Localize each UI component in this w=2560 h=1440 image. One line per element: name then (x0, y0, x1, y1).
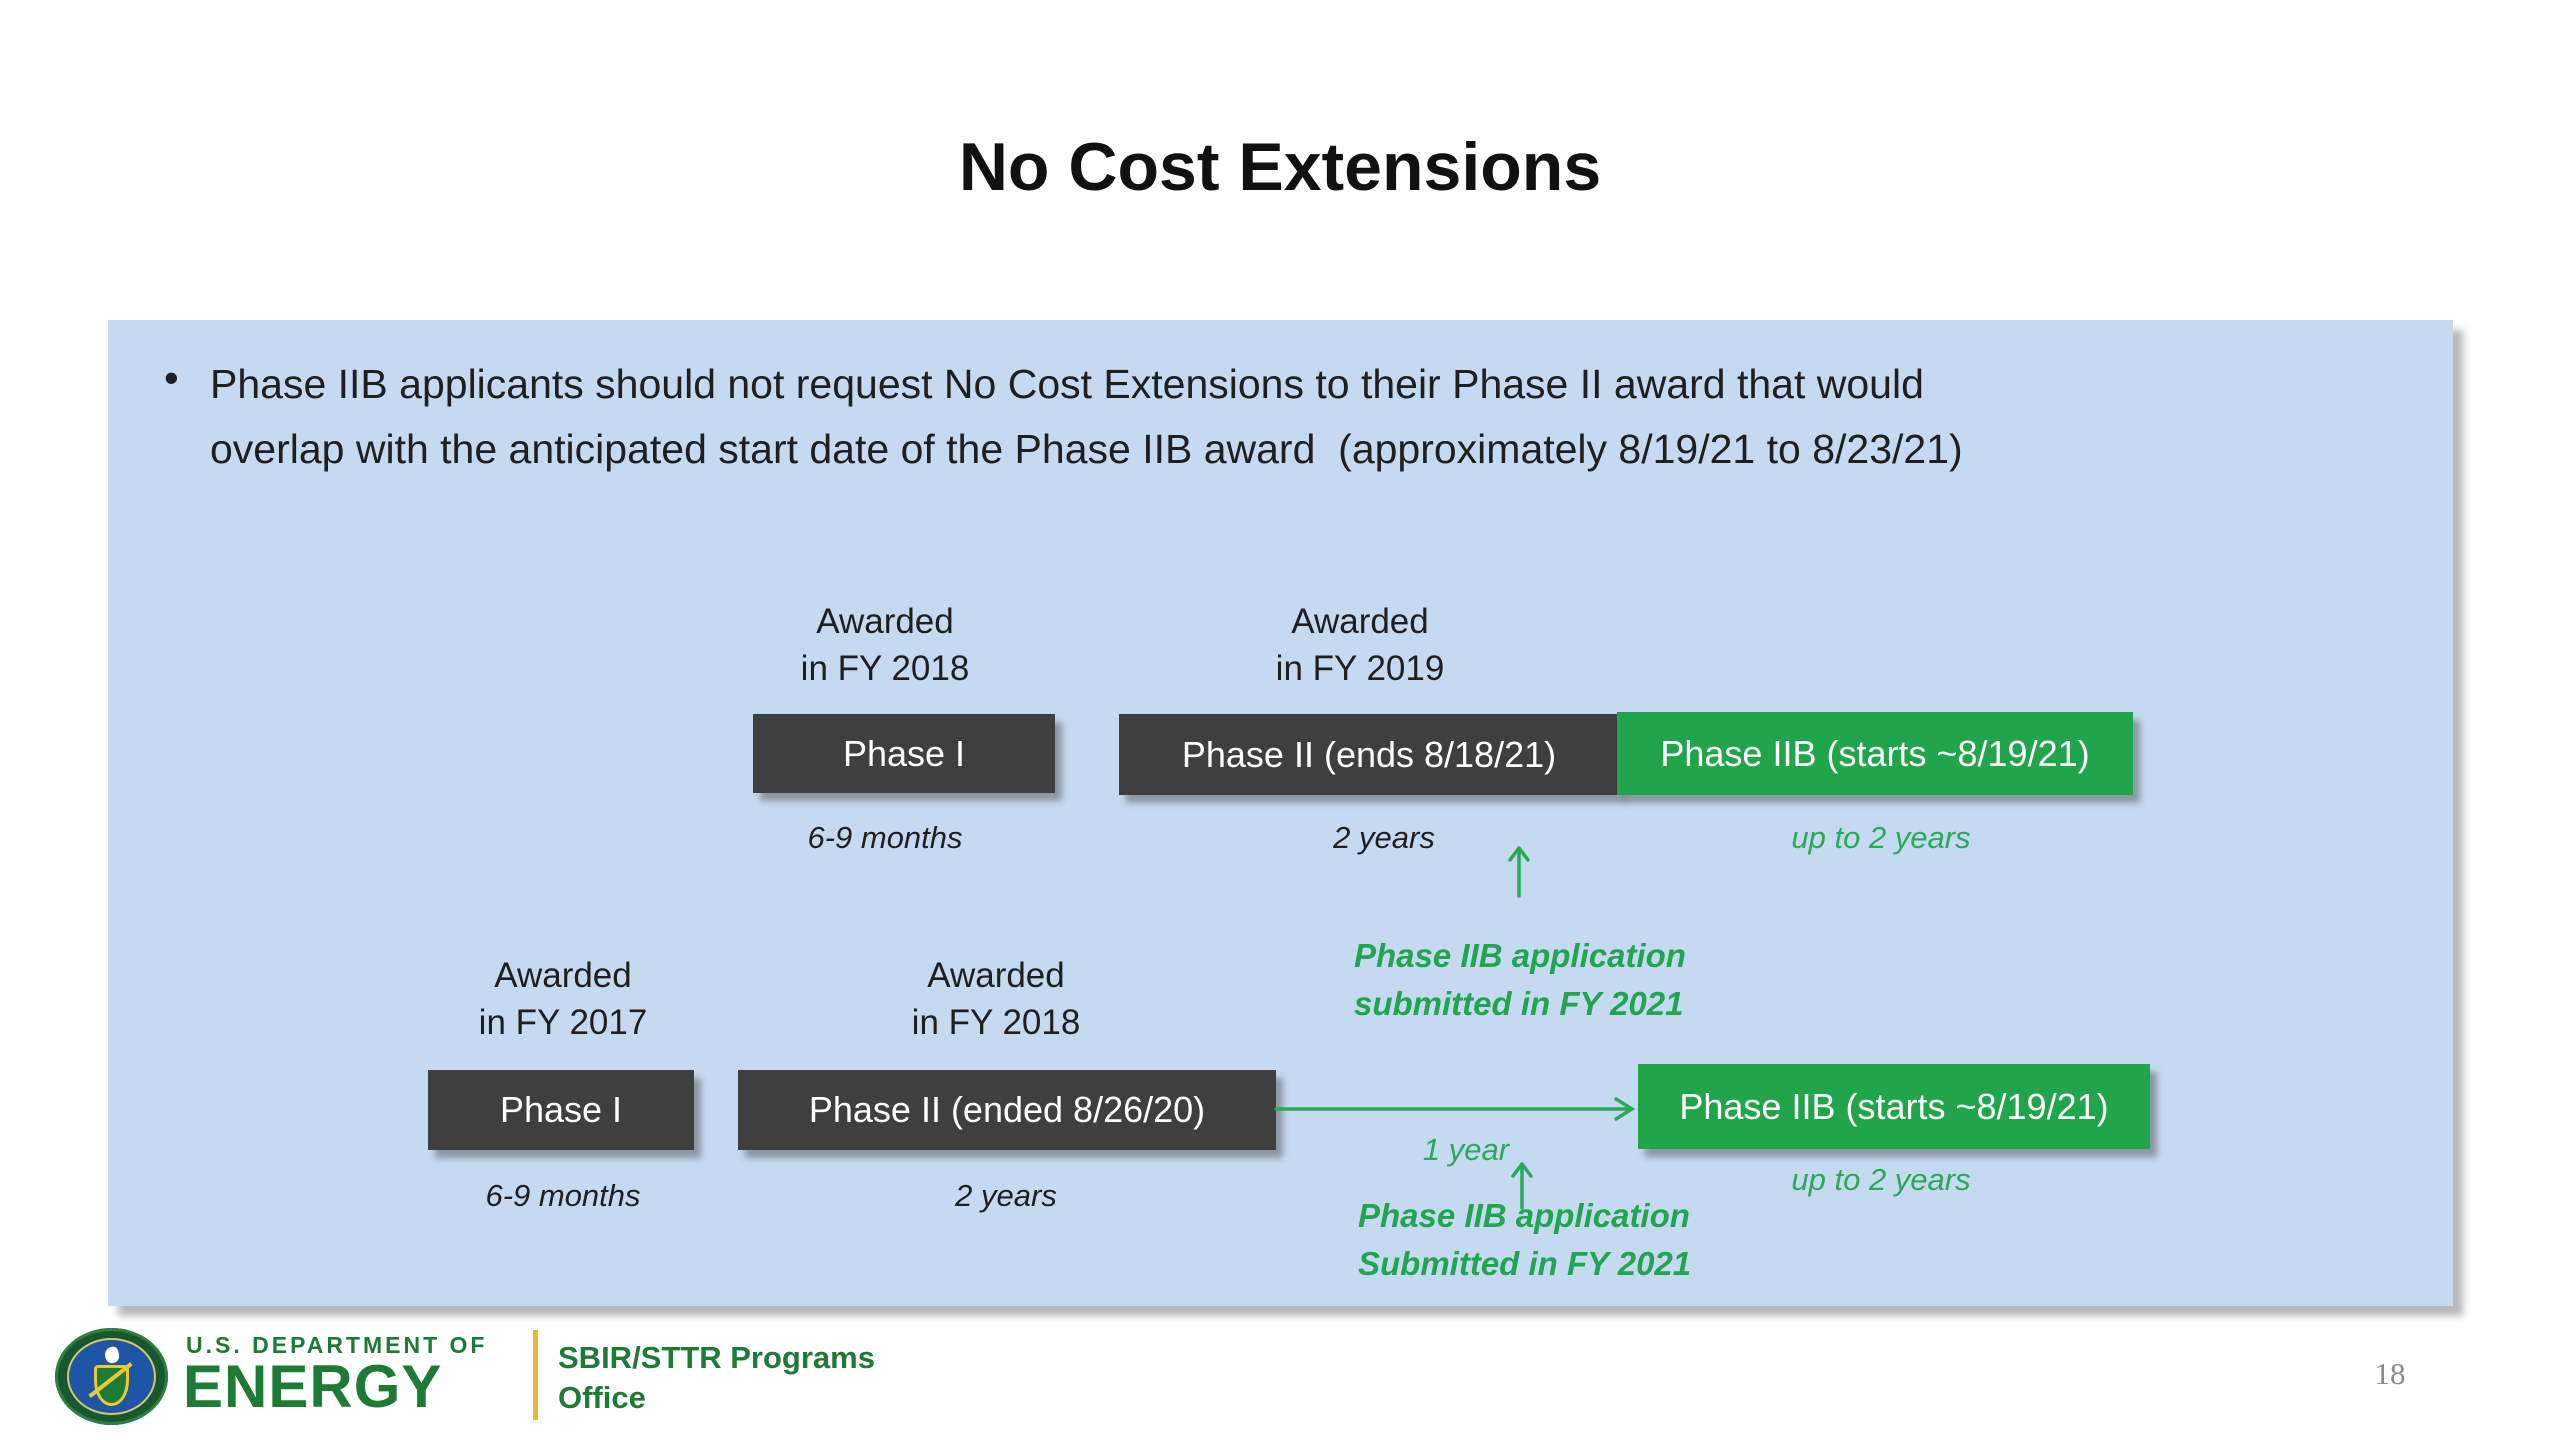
bottom-phase2-label: Phase II (ended 8/26/20) (808, 1089, 1206, 1130)
bullet-text: Phase IIB applicants should not request … (210, 361, 1963, 472)
content-panel: • Phase IIB applicants should not reques… (108, 320, 2453, 1306)
doe-seal-logo (55, 1328, 168, 1425)
doe-seal-eagle (103, 1345, 120, 1365)
bottom-phase1-label: Phase I (499, 1089, 623, 1130)
top-awarded-fy2019-label: Awarded in FY 2019 (1275, 602, 1445, 688)
bottom-phase2b-duration: up to 2 years (1791, 1162, 1971, 1197)
top-phase2b-label: Phase IIB (starts ~8/19/21) (1660, 732, 2090, 774)
bottom-gap-label: 1 year (1422, 1132, 1510, 1167)
page-title: No Cost Extensions (958, 129, 1602, 205)
bottom-annotation: Phase IIB application Submitted in FY 20… (1358, 1197, 1692, 1282)
bottom-phase2-bar: Phase II (ended 8/26/20) (738, 1070, 1276, 1150)
top-annotation: Phase IIB application submitted in FY 20… (1354, 937, 1686, 1022)
sbir-sttr-office-label: SBIR/STTR Programs Office (558, 1340, 875, 1415)
top-phase2-label: Phase II (ends 8/18/21) (1181, 733, 1557, 775)
up-arrow-icon (1508, 846, 1530, 898)
top-phase1-duration: 6-9 months (807, 820, 963, 855)
bullet-marker: • (164, 354, 179, 401)
top-awarded-fy2018-label: Awarded in FY 2018 (800, 602, 970, 688)
top-phase2-duration: 2 years (1333, 820, 1435, 855)
bottom-awarded-fy2017-label: Awarded in FY 2017 (478, 956, 648, 1042)
bottom-phase2-duration: 2 years (955, 1178, 1057, 1213)
bottom-phase2b-label: Phase IIB (starts ~8/19/21) (1679, 1085, 2109, 1127)
up-arrow-icon (1511, 1162, 1533, 1210)
top-phase1-label: Phase I (842, 732, 966, 774)
right-arrow-icon (1274, 1097, 1636, 1121)
bottom-phase1-duration: 6-9 months (485, 1178, 641, 1213)
page-number: 18 (2374, 1356, 2406, 1391)
bottom-awarded-fy2018-label: Awarded in FY 2018 (911, 956, 1081, 1042)
footer-divider (533, 1330, 538, 1420)
doe-seal-field (68, 1339, 155, 1414)
top-phase2-bar: Phase II (ends 8/18/21) (1119, 714, 1619, 795)
department-of-label: U.S. DEPARTMENT OF (186, 1332, 488, 1358)
bottom-phase2b-bar: Phase IIB (starts ~8/19/21) (1638, 1064, 2150, 1149)
top-phase2b-bar: Phase IIB (starts ~8/19/21) (1617, 712, 2133, 795)
top-phase2b-duration: up to 2 years (1791, 820, 1971, 855)
energy-wordmark: ENERGY (183, 1353, 443, 1420)
bottom-phase1-bar: Phase I (428, 1070, 694, 1150)
top-phase1-bar: Phase I (753, 714, 1055, 793)
